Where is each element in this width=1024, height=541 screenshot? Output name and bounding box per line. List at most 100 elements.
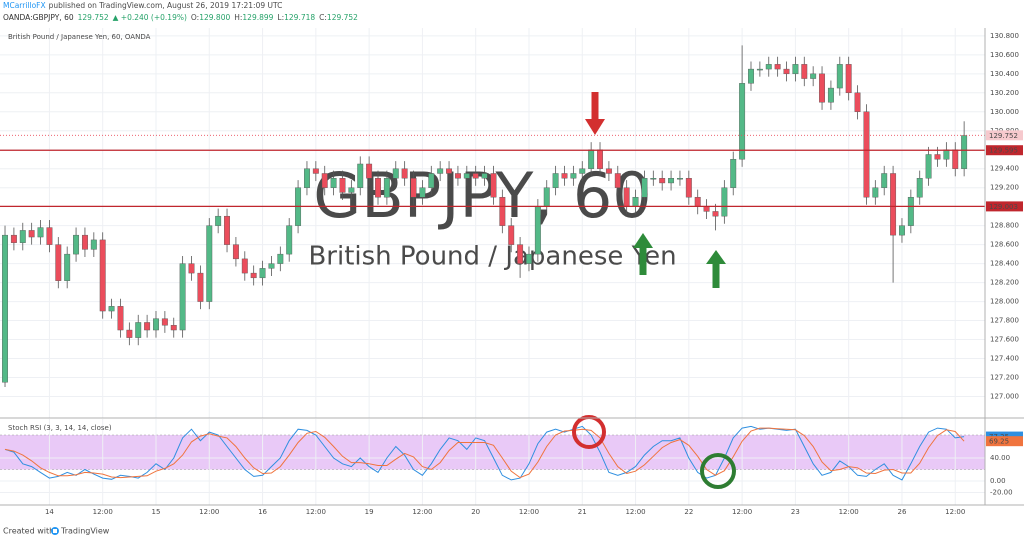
candle-body xyxy=(383,178,390,198)
candle-body xyxy=(819,73,825,103)
candle-body xyxy=(685,178,692,198)
candle-body xyxy=(872,187,879,198)
indicator-line xyxy=(4,427,965,479)
published: published on TradingView.com, August 26,… xyxy=(49,1,283,10)
candle-body xyxy=(108,306,115,312)
candle-body xyxy=(55,244,62,281)
candle-body xyxy=(801,64,808,79)
candle-body xyxy=(925,154,932,179)
background-layer xyxy=(0,434,985,470)
candle-body xyxy=(694,196,701,207)
level-label: 129.003 xyxy=(989,203,1018,211)
chart-title: British Pound / Japanese Yen, 60, OANDA xyxy=(8,33,151,41)
x-tick-label: 23 xyxy=(791,508,800,516)
candle-body xyxy=(810,73,817,79)
candle-body xyxy=(952,149,959,169)
change: ▲ +0.240 (+0.19%) xyxy=(113,13,187,22)
candle-body xyxy=(375,178,381,198)
candle-body xyxy=(748,68,754,84)
y-tick-label: 130.000 xyxy=(990,108,1019,116)
level-label: 129.595 xyxy=(989,147,1018,155)
x-tick-label: 22 xyxy=(684,508,693,516)
candle-body xyxy=(890,173,897,236)
logo-inner xyxy=(53,529,57,533)
candle-body xyxy=(605,168,612,174)
candle-body xyxy=(721,187,728,217)
low-label: L: xyxy=(277,13,284,22)
low: 129.718 xyxy=(284,13,315,22)
candle-body xyxy=(170,325,177,331)
x-tick-label: 12:00 xyxy=(945,508,965,516)
x-tick-label: 16 xyxy=(258,508,267,516)
candle-body xyxy=(703,206,710,212)
candle-body xyxy=(863,111,870,198)
candle-body xyxy=(366,163,373,179)
candle-body xyxy=(676,178,683,180)
candle-body xyxy=(428,173,435,188)
candle-body xyxy=(37,227,44,238)
arrow-shaft xyxy=(639,247,647,275)
candle-body xyxy=(117,306,124,331)
candle-body xyxy=(854,92,861,112)
arrow-shaft xyxy=(712,263,720,288)
y-tick-label: 127.000 xyxy=(990,392,1019,400)
candle-body xyxy=(739,83,746,160)
candle-body xyxy=(188,263,195,274)
x-tick-label: 21 xyxy=(578,508,587,516)
candle-body xyxy=(99,239,106,312)
candle-body xyxy=(64,253,71,281)
x-tick-label: 12:00 xyxy=(93,508,113,516)
candle-body xyxy=(330,178,337,188)
candle-body xyxy=(614,173,621,188)
candle-body xyxy=(446,168,453,174)
candle-body xyxy=(339,178,346,193)
candle-body xyxy=(570,173,577,179)
candle-body xyxy=(499,196,506,226)
x-tick-label: 14 xyxy=(45,508,54,516)
candle-body xyxy=(81,234,88,250)
candle-body xyxy=(907,196,914,226)
candle-body xyxy=(250,272,257,279)
x-tick-label: 12:00 xyxy=(412,508,432,516)
candle-body xyxy=(659,178,666,184)
indicator-title: Stoch RSI (3, 3, 14, 14, close) xyxy=(8,424,112,432)
candle-body xyxy=(517,244,524,264)
candle-body xyxy=(783,68,790,75)
high-label: H: xyxy=(234,13,242,22)
candle-body xyxy=(454,173,461,179)
candle-body xyxy=(490,173,497,198)
indicator-value-label: 69.25 xyxy=(989,438,1009,446)
footer-brand[interactable]: TradingView xyxy=(60,527,110,536)
candle-body xyxy=(241,258,248,274)
band xyxy=(0,434,985,470)
y-tick-label: -20.00 xyxy=(990,489,1013,497)
highlight-circle xyxy=(572,415,606,449)
indicator-line xyxy=(4,425,965,481)
open: 129.800 xyxy=(199,13,230,22)
candle-body xyxy=(472,173,479,179)
highlight-circle xyxy=(700,453,736,489)
candle-body xyxy=(623,187,630,207)
candle-body xyxy=(881,173,888,188)
y-tick-label: 128.000 xyxy=(990,298,1019,306)
author[interactable]: MCarrilloFX xyxy=(3,1,46,10)
candle-body xyxy=(836,64,843,89)
close: 129.752 xyxy=(327,13,358,22)
last-price-label-bg xyxy=(986,130,1023,141)
candle-body xyxy=(135,322,142,338)
x-tick-label: 12:00 xyxy=(199,508,219,516)
y-tick-label: 128.200 xyxy=(990,279,1019,287)
candle-body xyxy=(730,159,737,188)
candle-body xyxy=(312,168,319,174)
arrow-head xyxy=(585,119,605,135)
candle-body xyxy=(224,215,230,245)
candle-body xyxy=(304,168,310,188)
y-tick-label: 128.800 xyxy=(990,222,1019,230)
x-tick-label: 19 xyxy=(365,508,374,516)
candle-body xyxy=(268,263,275,269)
candle-body xyxy=(632,196,639,207)
candle-body xyxy=(543,187,550,207)
candle-body xyxy=(19,230,26,243)
last: 129.752 xyxy=(78,13,109,22)
